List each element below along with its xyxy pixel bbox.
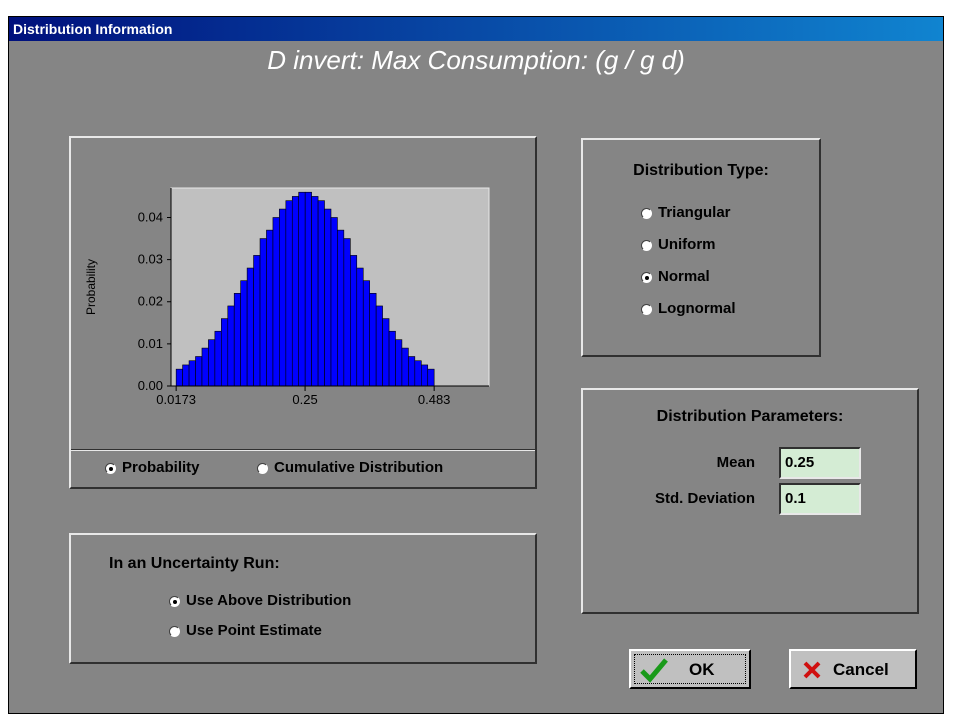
radio-label: Use Point Estimate <box>186 622 322 639</box>
y-tick-label: 0.03 <box>138 252 163 267</box>
radio-button[interactable] <box>641 240 652 251</box>
x-tick-label: 0.483 <box>418 392 451 407</box>
bar <box>356 267 364 387</box>
ok-button[interactable]: OK <box>629 649 751 689</box>
bar <box>298 191 306 387</box>
radio-label: Probability <box>122 459 200 476</box>
uncertainty-panel: In an Uncertainty Run: <box>69 533 537 664</box>
bar <box>362 280 370 387</box>
chart: 0.00 0.01 0.02 0.03 0.04 0.0173 0.25 0.483 Proba… <box>84 187 490 407</box>
radio-label: Triangular <box>658 204 731 221</box>
radio-button[interactable] <box>105 463 116 474</box>
bar <box>369 293 377 387</box>
button-label: OK <box>689 660 715 679</box>
radio-button[interactable] <box>169 596 180 607</box>
radio-button[interactable] <box>641 304 652 315</box>
bar <box>188 360 196 387</box>
radio-label: Use Above Distribution <box>186 592 352 609</box>
radio-label: Lognormal <box>658 300 736 317</box>
radio-label: Uniform <box>658 236 716 253</box>
bar <box>175 368 183 387</box>
title-bar: Distribution Information <box>9 17 943 41</box>
x-tick-label: 0.0173 <box>156 392 196 407</box>
heading: D invert: Max Consumption: (g / g d) <box>267 45 685 75</box>
field-label: Mean <box>716 454 755 471</box>
button-label: Cancel <box>833 660 889 679</box>
bar <box>279 208 287 387</box>
bar <box>382 318 390 387</box>
type-panel: Distribution Type: <box>581 138 821 357</box>
field-input[interactable]: 0.25 <box>779 447 861 479</box>
radio-label: Normal <box>658 268 710 285</box>
radio-label: Cumulative Distribution <box>274 459 444 476</box>
bar <box>253 255 261 387</box>
bar <box>414 360 422 387</box>
bar <box>395 339 403 387</box>
check-icon <box>640 658 668 683</box>
bar <box>408 356 416 387</box>
panel-title: Distribution Parameters: <box>656 408 844 425</box>
bar <box>291 196 299 387</box>
divider <box>71 449 535 451</box>
bar <box>324 208 332 387</box>
y-tick-label: 0.02 <box>138 294 163 309</box>
bar <box>350 255 358 387</box>
panel-title: Distribution Type: <box>633 162 769 179</box>
bar <box>317 200 325 387</box>
bar <box>388 330 396 387</box>
bar <box>401 347 409 387</box>
bar <box>246 267 254 387</box>
window-title: Distribution Information <box>13 21 173 37</box>
bar <box>233 293 241 387</box>
x-tick-label: 0.25 <box>292 392 317 407</box>
bar <box>272 217 280 387</box>
radio-button[interactable] <box>641 208 652 219</box>
radio-button[interactable] <box>257 463 268 474</box>
bar <box>285 200 293 387</box>
x-icon <box>803 661 821 679</box>
y-axis-label: Probability <box>84 259 98 315</box>
y-tick-label: 0.01 <box>138 336 163 351</box>
chart-panel: 0.00 0.01 0.02 0.03 0.04 0.0173 0.25 0.483 Proba… <box>69 136 537 489</box>
bar <box>259 238 267 387</box>
field-label: Std. Deviation <box>654 490 755 507</box>
bar <box>221 318 229 387</box>
radio-button[interactable] <box>169 626 180 637</box>
bar <box>195 356 203 387</box>
cancel-button[interactable]: Cancel <box>789 649 917 689</box>
parameters-panel: Distribution Parameters: <box>581 388 919 614</box>
bar <box>214 330 222 387</box>
y-tick-label: 0.00 <box>138 378 163 393</box>
bar <box>208 339 216 387</box>
bar <box>266 229 274 387</box>
bar <box>375 305 383 387</box>
bar <box>304 191 312 387</box>
bar <box>182 364 190 387</box>
bar <box>337 229 345 387</box>
y-tick-label: 0.04 <box>138 209 163 224</box>
bar <box>421 364 429 387</box>
field-input[interactable]: 0.1 <box>779 483 861 515</box>
bar <box>201 347 209 387</box>
bar <box>427 368 435 387</box>
bar <box>227 305 235 387</box>
bar <box>343 238 351 387</box>
dialog: Distribution Information D invert: Max C… <box>8 16 944 714</box>
bar <box>240 280 248 387</box>
panel-title: In an Uncertainty Run: <box>109 555 280 572</box>
bar <box>311 196 319 387</box>
bar <box>330 217 338 387</box>
radio-button[interactable] <box>641 272 652 283</box>
